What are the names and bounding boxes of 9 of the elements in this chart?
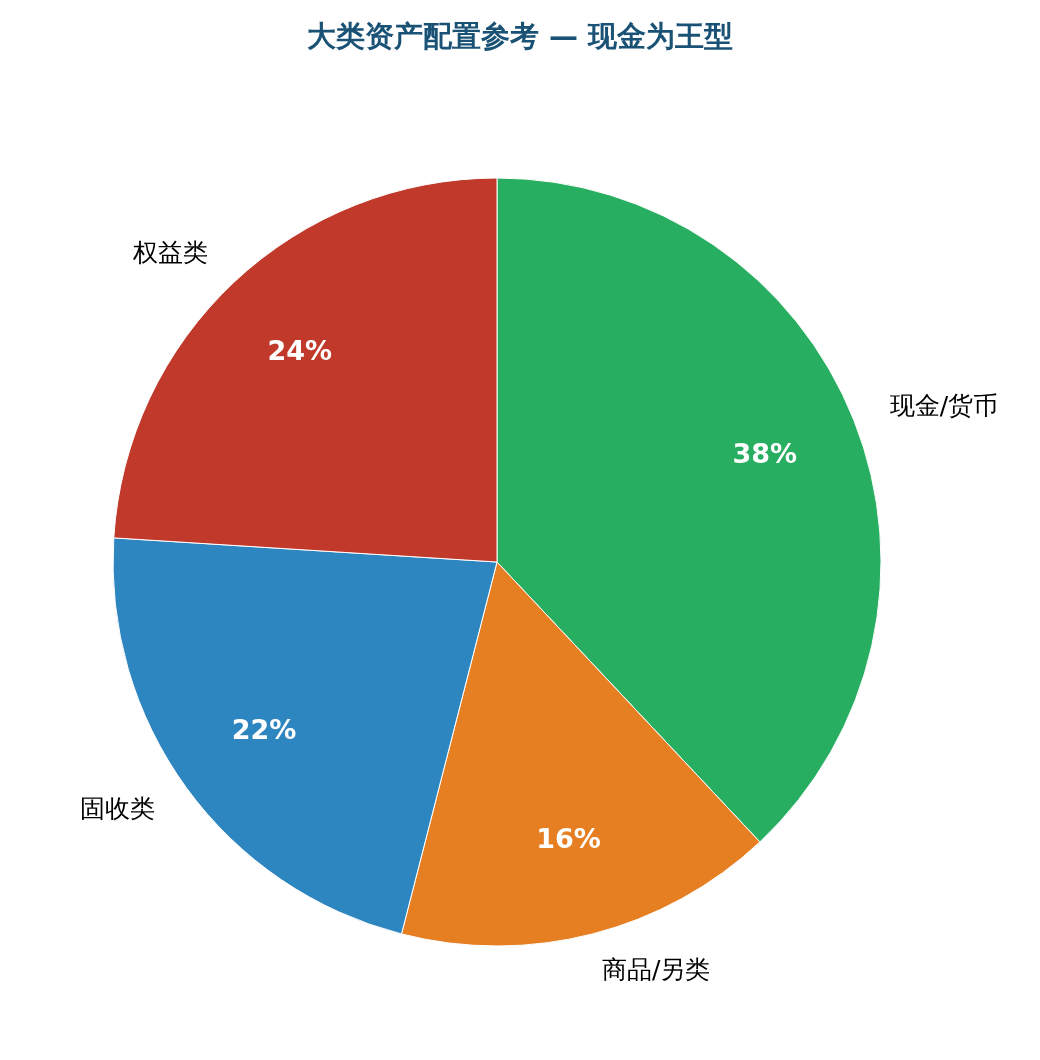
slice-label: 权益类 — [131, 238, 208, 268]
data-label: 16% — [536, 823, 601, 855]
chart-title: 大类资产配置参考 — 现金为王型 — [306, 19, 734, 53]
slice-label: 固收类 — [80, 794, 156, 824]
slice-label: 现金/货币 — [889, 390, 999, 420]
data-label: 38% — [732, 438, 798, 470]
slice-label: 商品/另类 — [602, 955, 711, 985]
data-label: 24% — [267, 334, 333, 366]
data-label: 22% — [231, 713, 297, 745]
